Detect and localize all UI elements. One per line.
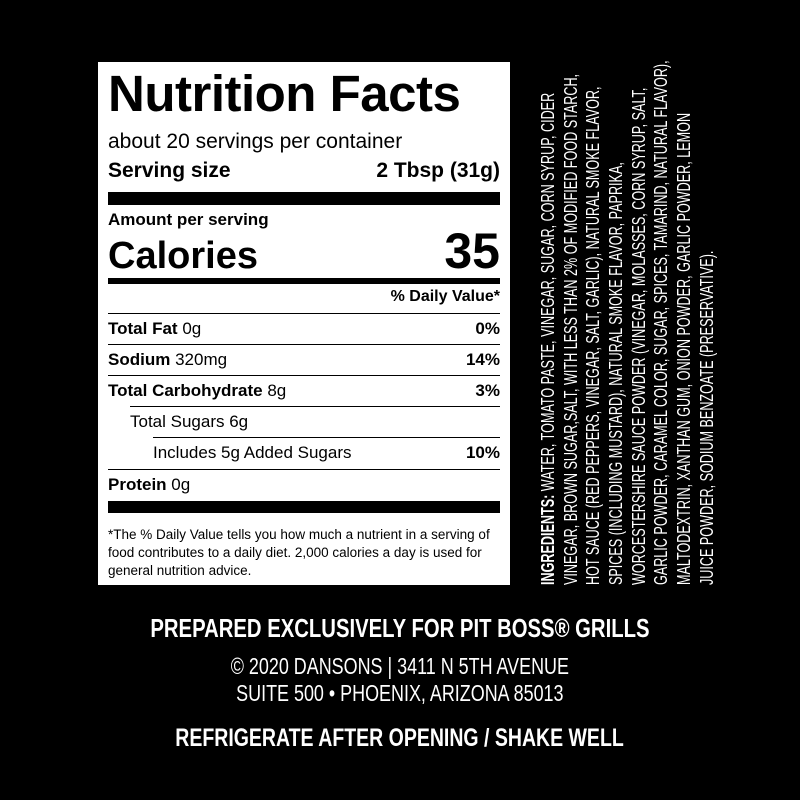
nutrient-label: Total Carbohydrate [108, 381, 263, 400]
ingredients-list: INGREDIENTS: WATER, TOMATO PASTE, VINEGA… [537, 60, 719, 585]
address-line-2: SUITE 500 • PHOENIX, ARIZONA 85013 [0, 680, 800, 707]
address-line-2-text: SUITE 500 • PHOENIX, ARIZONA 85013 [236, 680, 564, 706]
nutrient-amount: 0g [182, 319, 202, 338]
nutrient-label: Includes 5g Added Sugars [153, 443, 352, 462]
nutrient-dv: 0% [475, 319, 500, 338]
nutrition-facts-panel: Nutrition Facts about 20 servings per co… [98, 62, 510, 585]
calories-label: Calories [108, 235, 258, 277]
amount-per-serving: Amount per serving [108, 210, 269, 229]
ingredients-line: SPICES (INCLUDING MUSTARD), NATURAL SMOK… [606, 162, 627, 585]
address-line-1-text: © 2020 DANSONS | 3411 N 5TH AVENUE [230, 653, 570, 679]
ingredients-line: HOT SAUCE (RED PEPPERS, VINEGAR, SALT, G… [583, 86, 604, 585]
daily-value-header: % Daily Value* [390, 288, 500, 305]
nutrient-row-sodium: Sodium 320mg 14% [108, 344, 500, 375]
storage-instructions-text: REFRIGERATE AFTER OPENING / SHAKE WELL [175, 724, 625, 752]
thick-divider [108, 192, 500, 205]
nutrient-row-added-sugars: Includes 5g Added Sugars 10% [153, 437, 500, 468]
nutrient-label: Sodium [108, 350, 171, 369]
ingredients-line: INGREDIENTS: WATER, TOMATO PASTE, VINEGA… [537, 53, 560, 585]
storage-instructions: REFRIGERATE AFTER OPENING / SHAKE WELL [0, 724, 800, 753]
daily-value-footnote: *The % Daily Value tells you how much a … [108, 527, 490, 578]
ingredients-line: JUICE POWDER, SODIUM BENZOATE (PRESERVAT… [696, 250, 717, 585]
prepared-for-text: PREPARED EXCLUSIVELY FOR PIT BOSS® GRILL… [150, 613, 650, 643]
serving-size: Serving size 2 Tbsp (31g) [108, 159, 500, 183]
servings-per-container: about 20 servings per container [108, 130, 403, 153]
nutrient-label: Protein [108, 475, 167, 494]
nutrient-amount: 8g [267, 381, 287, 400]
nutrient-row-protein: Protein 0g [108, 469, 500, 500]
address-line-1: © 2020 DANSONS | 3411 N 5TH AVENUE [0, 653, 800, 680]
nutrient-amount: 0g [171, 475, 191, 494]
nutrient-row-total-carbohydrate: Total Carbohydrate 8g 3% [108, 375, 500, 406]
ingredients-line: GARLIC POWDER, CARAMEL COLOR, SUGAR, SPI… [651, 60, 672, 585]
calories-row: Calories 35 [108, 222, 500, 280]
nutrient-amount: 320mg [175, 350, 228, 369]
nutrient-label: Total Sugars 6g [130, 412, 249, 431]
ingredients-line: VINEGAR, BROWN SUGAR,SALT, WITH LESS THA… [560, 73, 581, 585]
nutrient-dv: 10% [465, 443, 500, 462]
nutrient-dv: 3% [475, 381, 500, 400]
ingredients-line: WORCESTERSHIRE SAUCE POWDER (VINEGAR, MO… [628, 87, 649, 585]
prepared-for: PREPARED EXCLUSIVELY FOR PIT BOSS® GRILL… [0, 613, 800, 644]
ingredients-line: MALTODEXTRIN, XANTHAN GUM, ONION POWDER,… [674, 112, 695, 585]
nutrient-row-total-fat: Total Fat 0g 0% [108, 313, 500, 344]
ingredients-label: INGREDIENTS: [538, 494, 558, 585]
ingredients-text: WATER, TOMATO PASTE, VINEGAR, SUGAR, COR… [538, 92, 558, 495]
nutrition-title: Nutrition Facts [108, 65, 461, 122]
nutrient-label: Total Fat [108, 319, 178, 338]
serving-size-label: Serving size [108, 159, 231, 182]
thick-divider [108, 501, 500, 513]
calories-value: 35 [444, 223, 500, 279]
medium-divider [108, 278, 500, 284]
nutrient-row-total-sugars: Total Sugars 6g [130, 406, 500, 437]
nutrient-dv: 14% [465, 350, 500, 369]
serving-size-value: 2 Tbsp (31g) [376, 159, 500, 182]
